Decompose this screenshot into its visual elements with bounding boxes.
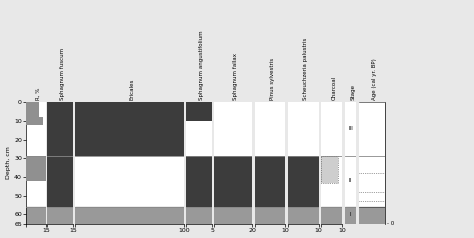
Text: - 0: - 0 [387,221,394,226]
Text: Sphagnum fuscum: Sphagnum fuscum [61,48,65,100]
Bar [26,169,53,181]
Bar [186,157,212,207]
Text: Stage: Stage [350,84,356,100]
Bar [359,207,385,224]
Text: Scheuchzeria palustris: Scheuchzeria palustris [303,38,308,100]
Bar [75,102,184,157]
Bar [321,157,338,183]
Bar [288,207,319,224]
Text: III: III [348,126,353,131]
Bar [345,207,356,224]
Text: Pinus sylvestris: Pinus sylvestris [270,58,275,100]
Bar [214,157,252,207]
Text: Sphagnum fallax: Sphagnum fallax [233,53,238,100]
Bar [321,157,338,183]
Text: Ericales: Ericales [129,79,135,100]
Text: R, %: R, % [36,88,41,100]
Text: I: I [350,212,351,217]
Bar [26,117,43,125]
Bar [26,207,46,224]
Bar [47,207,73,224]
Bar [255,207,285,224]
Text: Charcoal: Charcoal [331,76,337,100]
Bar [186,102,212,121]
Bar [186,207,212,224]
Bar [321,207,342,224]
Bar [288,157,319,207]
Bar [47,102,73,207]
Text: II: II [349,178,352,183]
Text: Age (cal yr. BP): Age (cal yr. BP) [372,58,377,100]
Bar [26,157,79,169]
Bar [255,181,285,207]
Bar [75,207,184,224]
Bar [255,157,285,181]
Bar [26,102,39,117]
Text: Sphagnum angustifolium: Sphagnum angustifolium [199,30,204,100]
Y-axis label: Depth, cm: Depth, cm [6,147,11,179]
Bar [214,207,252,224]
